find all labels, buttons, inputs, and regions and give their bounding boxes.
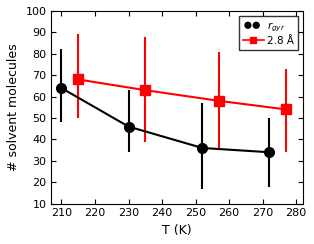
Legend: $r_{gyr}$, 2.8 Å: $r_{gyr}$, 2.8 Å <box>239 16 298 50</box>
X-axis label: T (K): T (K) <box>162 224 192 237</box>
Y-axis label: # solvent molecules: # solvent molecules <box>7 43 20 171</box>
